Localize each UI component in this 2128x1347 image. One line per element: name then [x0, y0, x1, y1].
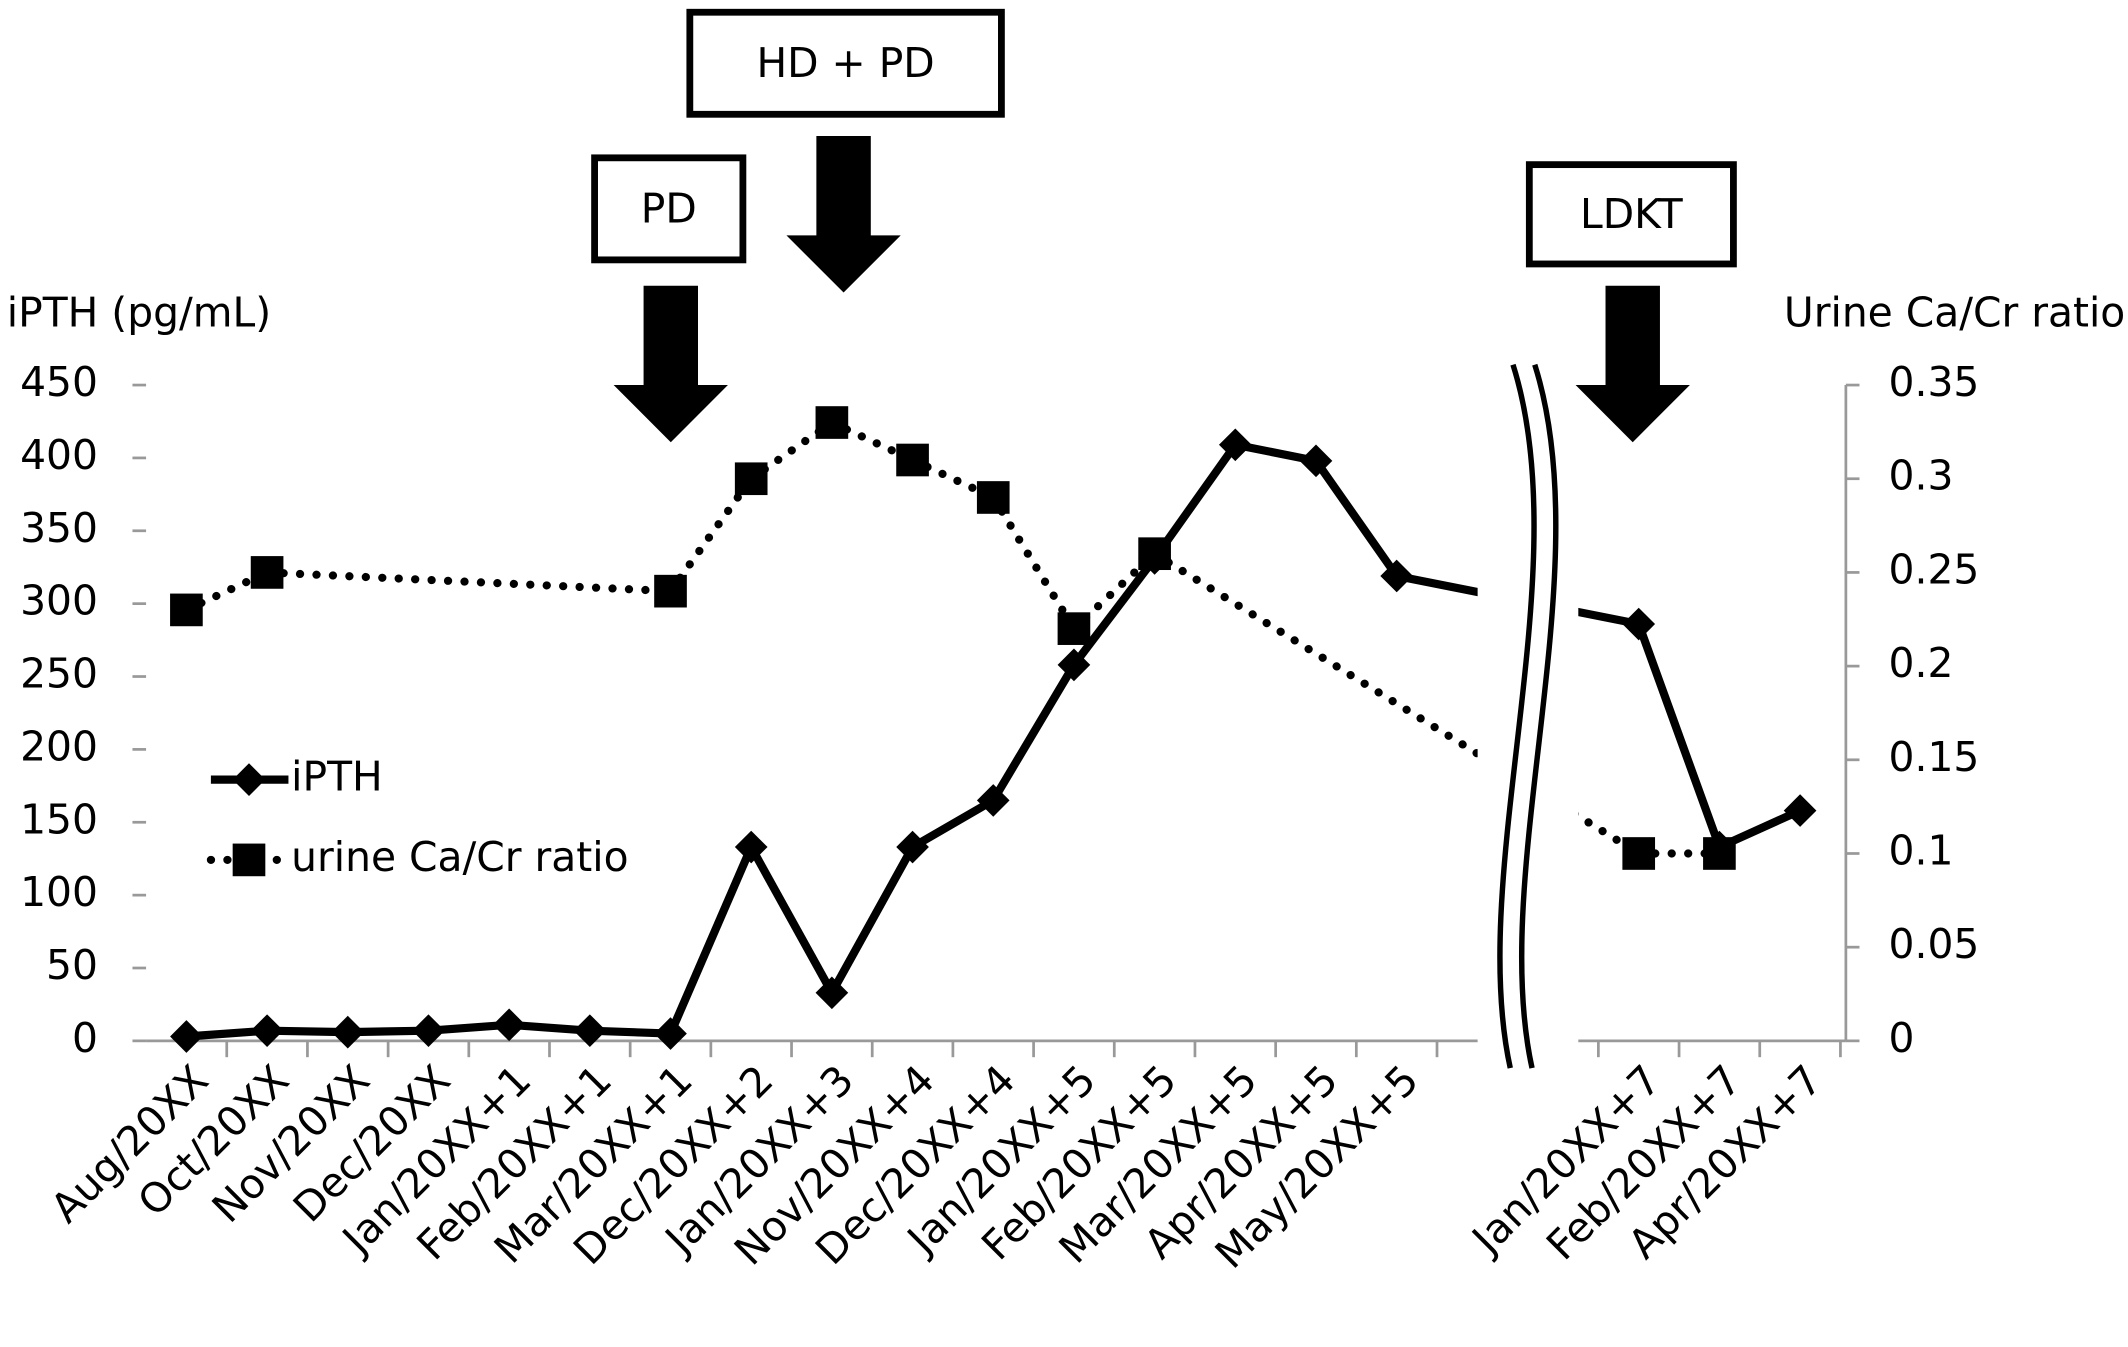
annotation-label: HD + PD [757, 39, 935, 87]
data-point [1703, 837, 1736, 870]
data-point [734, 462, 768, 496]
line-segment [1312, 458, 1401, 579]
y-tick-label: 100 [20, 868, 98, 916]
line-segment [666, 845, 755, 1036]
annotation-box [591, 154, 747, 264]
data-point [1622, 837, 1656, 870]
break-mask [1477, 360, 1579, 1096]
annotation-arrow [1575, 285, 1690, 443]
y-axis-label: iPTH (pg/mL) [7, 289, 271, 337]
data-point [412, 1014, 445, 1047]
annotation-box [686, 8, 1005, 118]
data-point [1218, 428, 1252, 462]
y2-tick-label: 0.25 [1889, 545, 1980, 593]
annotation-arrow [613, 285, 728, 443]
data-point [815, 406, 849, 439]
data-point [976, 481, 1010, 514]
legend-label: iPTH [291, 753, 383, 801]
break-line [1497, 363, 1537, 1069]
data-point [1622, 607, 1656, 641]
data-point [1057, 612, 1091, 645]
line-segment [1634, 622, 1724, 849]
data-point [815, 976, 849, 1010]
y2-tick-label: 0.1 [1889, 826, 1954, 874]
data-point [976, 784, 1010, 817]
y2-axis-label: Urine Ca/Cr ratio [1784, 289, 2125, 337]
y2-tick-label: 0.15 [1889, 733, 1980, 781]
data-point [331, 1015, 365, 1049]
y-tick-label: 250 [20, 650, 98, 698]
data-point [1057, 648, 1091, 682]
annotation-box [1525, 161, 1737, 268]
y-tick-label: 50 [46, 941, 98, 989]
data-point [896, 830, 929, 864]
y-tick-label: 450 [20, 358, 98, 406]
data-point [170, 1020, 203, 1053]
line-segment [910, 796, 996, 851]
annotation-label: LDKT [1580, 190, 1684, 238]
data-point [1380, 559, 1413, 593]
line-segment [747, 845, 836, 995]
y2-tick-label: 0 [1889, 1014, 1915, 1062]
y2-tick-label: 0.35 [1889, 358, 1980, 406]
line-segment [263, 568, 675, 596]
data-point [250, 556, 284, 589]
legend-marker [232, 843, 266, 877]
y-tick-label: 0 [72, 1014, 98, 1062]
y2-tick-label: 0.2 [1889, 639, 1954, 687]
data-point [654, 574, 687, 608]
data-point [170, 593, 203, 627]
break-line [1518, 363, 1559, 1069]
line-segment [989, 662, 1078, 803]
y-tick-label: 300 [20, 577, 98, 625]
annotation-label: PD [641, 185, 697, 233]
data-point [573, 1014, 607, 1047]
data-point [654, 1017, 687, 1050]
annotation-arrow [786, 136, 901, 293]
data-point [1138, 537, 1171, 571]
line-segment [989, 493, 1079, 633]
line-segment [666, 474, 756, 596]
y-tick-label: 200 [20, 722, 98, 770]
axis-break [1477, 360, 1579, 1096]
legend-label: urine Ca/Cr ratio [291, 833, 628, 881]
line-segment [828, 845, 917, 995]
data-point [896, 443, 929, 477]
legend-marker [232, 763, 266, 796]
y-tick-label: 350 [20, 504, 98, 552]
y2-tick-label: 0.3 [1889, 452, 1954, 500]
data-point [492, 1008, 526, 1042]
data-point [734, 830, 768, 864]
data-point [1783, 794, 1817, 827]
y2-tick-label: 0.05 [1889, 920, 1980, 968]
y-tick-label: 400 [20, 431, 98, 479]
y-tick-label: 150 [20, 795, 98, 843]
line-segment [1070, 556, 1158, 668]
